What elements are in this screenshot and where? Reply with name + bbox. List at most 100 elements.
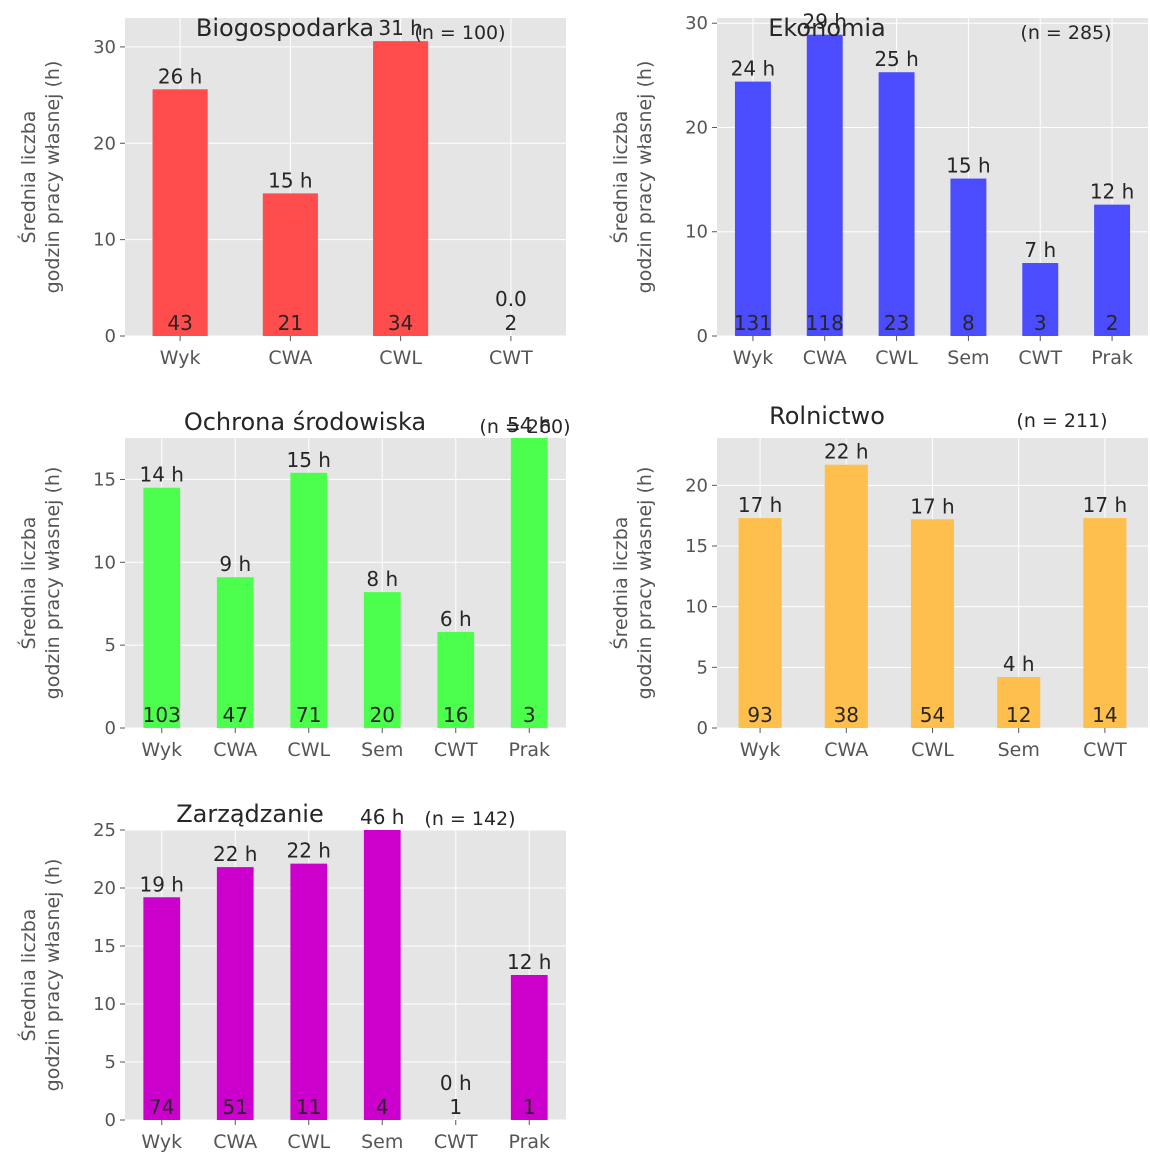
bar-sem <box>950 178 987 336</box>
sample-size-label: (n = 285) <box>1020 22 1111 44</box>
bar-value-label: 15 h <box>287 448 331 472</box>
bar-value-label: 6 h <box>440 607 472 631</box>
x-tick-label: Wyk <box>141 739 182 761</box>
bar-prak <box>510 438 548 728</box>
plot-background <box>125 438 566 728</box>
bar-value-label: 12 h <box>507 950 551 974</box>
plot-background <box>125 830 566 1120</box>
x-tick-label: CWT <box>434 739 478 761</box>
x-tick-label: CWA <box>824 739 868 761</box>
bar-value-label: 25 h <box>874 47 918 71</box>
bar-count-label: 47 <box>223 703 248 727</box>
bar-cwt <box>437 631 475 728</box>
bar-wyk <box>734 81 771 336</box>
bar-sem <box>363 592 401 728</box>
chart-panel-0: 0 10 20 30 26 h 43 Wyk 15 h 21 CWA 31 h 34 CWL 0.02 CW… <box>16 14 566 369</box>
bar-sem <box>363 830 401 1120</box>
x-tick-label: CWL <box>379 347 422 369</box>
bar-value-label: 15 h <box>946 154 990 178</box>
bar-cwl <box>878 72 915 336</box>
bar-value-label: 12 h <box>1090 180 1134 204</box>
bar-count-label: 54 <box>920 703 945 727</box>
bar-count-label: 1 <box>523 1095 536 1119</box>
y-tick-label: 10 <box>93 552 116 573</box>
bar-count-label: 51 <box>223 1095 248 1119</box>
y-tick-label: 5 <box>105 1052 116 1073</box>
x-tick-label: Wyk <box>160 347 201 369</box>
bar-count-label: 3 <box>523 703 536 727</box>
x-tick-label: Wyk <box>740 739 781 761</box>
plot-background <box>717 18 1148 336</box>
x-tick-label: Wyk <box>733 347 774 369</box>
bar-count-label: 103 <box>143 703 181 727</box>
sample-size-label: (n = 142) <box>424 808 515 830</box>
x-tick-label: CWT <box>1083 739 1127 761</box>
bar-prak <box>510 975 548 1120</box>
bar-value-label: 29 h <box>803 10 847 34</box>
bar-value-label: 17 h <box>910 494 954 518</box>
y-tick-label: 10 <box>93 994 116 1015</box>
y-axis-label: Średnia liczba godzin pracy własnej (h) <box>16 467 64 700</box>
bar-value-label: 9 h <box>219 552 251 576</box>
chart-title: Ekonomia <box>768 14 886 42</box>
bar-value-label: 22 h <box>287 839 331 863</box>
x-tick-label: CWT <box>434 1131 478 1153</box>
x-tick-label: CWL <box>287 739 330 761</box>
bar-count-label: 93 <box>747 703 772 727</box>
x-tick-label: CWA <box>803 347 847 369</box>
bar-value-label: 22 h <box>824 440 868 464</box>
y-axis-label: Średnia liczba godzin pracy własnej (h) <box>608 61 656 294</box>
bar-count-label: 4 <box>376 1095 389 1119</box>
bar-value-label: 22 h <box>213 842 257 866</box>
y-tick-label: 20 <box>93 878 116 899</box>
bar-value-label: 17 h <box>738 493 782 517</box>
y-axis-label: Średnia liczba godzin pracy własnej (h) <box>608 467 656 700</box>
y-axis-label: Średnia liczba godzin pracy własnej (h) <box>16 61 64 294</box>
bar-count-label: 11 <box>296 1095 321 1119</box>
bar-count-label: 1 <box>449 1095 462 1119</box>
y-tick-label: 5 <box>697 657 708 678</box>
x-tick-label: Sem <box>947 347 989 369</box>
bar-value-label: 15 h <box>268 168 312 192</box>
bar-value-label: 26 h <box>158 64 202 88</box>
y-tick-label: 0 <box>105 1110 116 1131</box>
bar-cwa <box>806 34 843 336</box>
bar-value-label: 46 h <box>360 805 404 829</box>
bar-count-label: 74 <box>149 1095 174 1119</box>
bar-count-label: 2 <box>1106 311 1119 335</box>
bar-count-label: 118 <box>806 311 844 335</box>
y-tick-label: 30 <box>93 37 116 58</box>
bar-count-label: 71 <box>296 703 321 727</box>
bar-count-label: 34 <box>388 311 413 335</box>
sample-size-label: (n = 211) <box>1016 410 1107 432</box>
x-tick-label: CWA <box>213 739 257 761</box>
y-tick-label: 5 <box>105 635 116 656</box>
bar-sem <box>997 677 1041 728</box>
x-tick-label: Prak <box>508 739 550 761</box>
x-tick-label: CWT <box>1018 347 1062 369</box>
bar-count-label: 3 <box>1034 311 1047 335</box>
bar-cwa <box>216 577 254 728</box>
bar-cwt <box>1022 263 1059 336</box>
bar-value-label: 19 h <box>140 872 184 896</box>
y-tick-label: 15 <box>93 469 116 490</box>
chart-title: Rolnictwo <box>769 402 885 430</box>
x-tick-label: Prak <box>1091 347 1133 369</box>
bar-count-label: 2 <box>505 311 518 335</box>
x-tick-label: Sem <box>361 739 403 761</box>
x-tick-label: CWL <box>287 1131 330 1153</box>
bar-cwa <box>216 867 254 1120</box>
y-tick-label: 20 <box>685 117 708 138</box>
y-tick-label: 25 <box>93 820 116 841</box>
bar-cwl <box>373 41 429 337</box>
bar-count-label: 14 <box>1092 703 1117 727</box>
y-tick-label: 0 <box>697 326 708 347</box>
chart-title: Biogospodarka <box>196 14 374 42</box>
bar-value-label: 31 h <box>378 16 422 40</box>
chart-panel-3: 0 5 10 15 20 17 h 93 Wyk 22 h 38 CWA 17 h 54 CWL 4 h 12… <box>608 402 1148 761</box>
y-tick-label: 0 <box>697 718 708 739</box>
sample-size-label: (n = 100) <box>414 22 505 44</box>
bar-value-label: 0.0 <box>495 287 527 311</box>
bar-count-label: 12 <box>1006 703 1031 727</box>
